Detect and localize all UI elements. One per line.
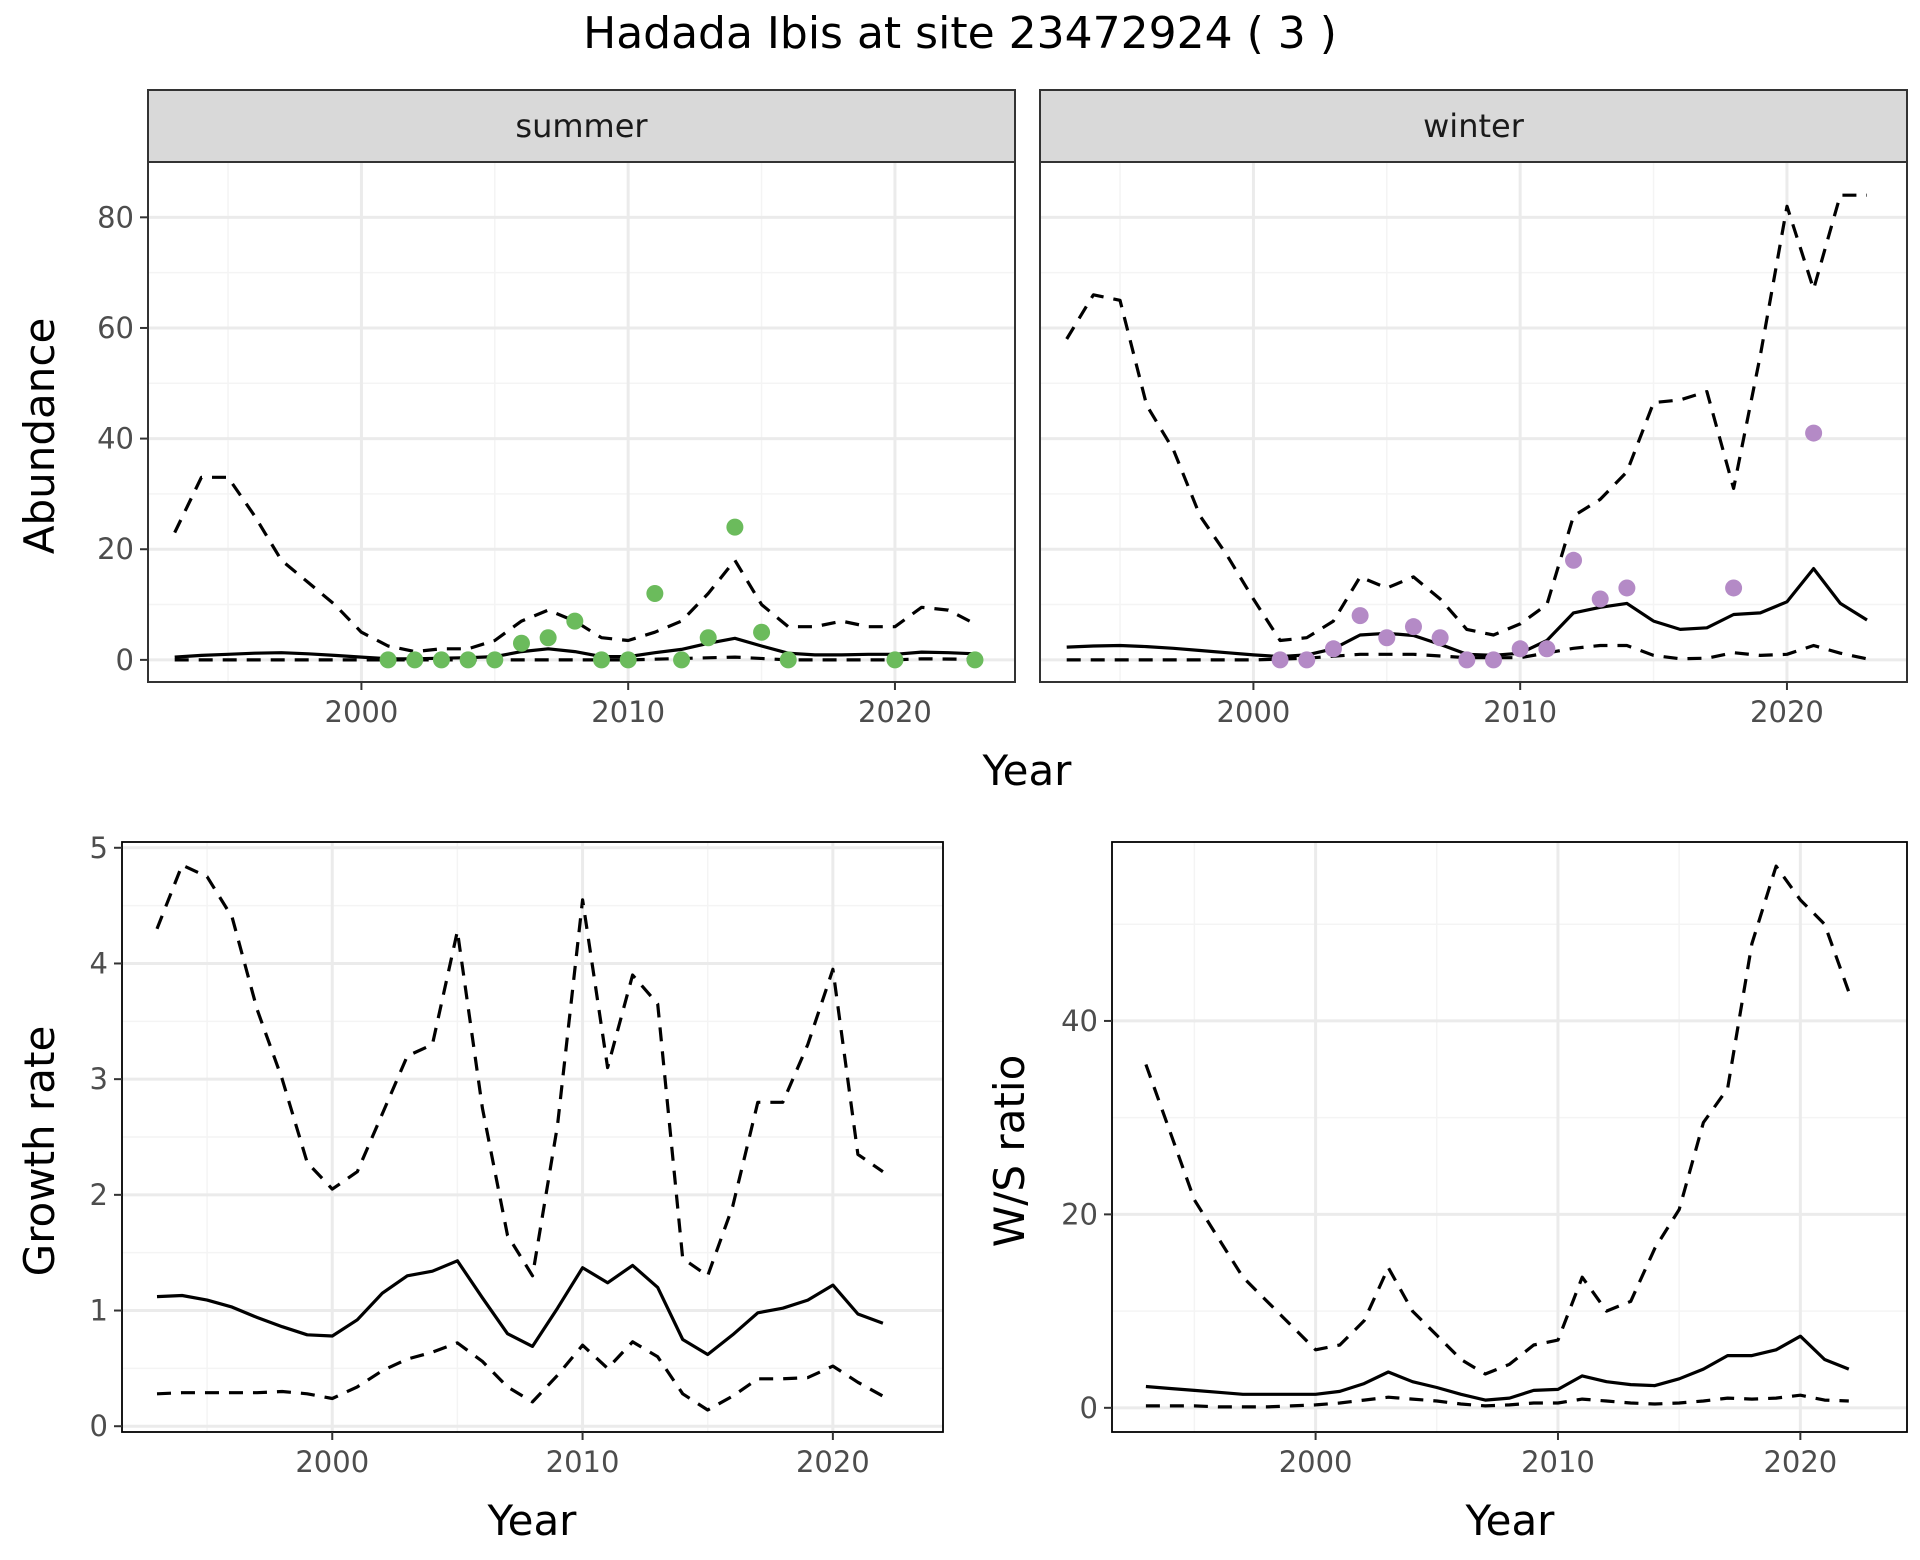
y-tick-label: 0 bbox=[116, 643, 134, 677]
facet-strip bbox=[147, 89, 1016, 163]
series-line-bound bbox=[1145, 1393, 1849, 1409]
panel-winter: winter 2000 2010 2020 bbox=[1039, 89, 1908, 729]
y-tick-label: 0 bbox=[1080, 1391, 1098, 1425]
x-tick-label: 2020 bbox=[858, 695, 932, 729]
data-point bbox=[646, 584, 664, 602]
x-axis-title: Year bbox=[487, 1496, 578, 1545]
data-point bbox=[1271, 651, 1289, 669]
data-point bbox=[673, 651, 691, 669]
data-point bbox=[966, 651, 984, 669]
data-point bbox=[1458, 651, 1476, 669]
panel-border bbox=[121, 841, 944, 1433]
data-point bbox=[512, 634, 530, 652]
panel-ratio: 2000 2010 2020 0 20 40 W/S ratio Year bbox=[985, 841, 1908, 1545]
data-point bbox=[1511, 640, 1529, 658]
data-point bbox=[1565, 551, 1583, 569]
x-tick-label: 2020 bbox=[1750, 695, 1824, 729]
series-line-bound bbox=[1066, 643, 1868, 662]
y-tick-label: 4 bbox=[90, 946, 108, 980]
series-line-bound bbox=[173, 475, 976, 654]
series-line-estimate bbox=[1066, 566, 1868, 659]
data-point bbox=[1591, 590, 1609, 608]
series-line-estimate bbox=[174, 636, 976, 661]
data-point bbox=[1805, 424, 1823, 442]
facet-strip-label: summer bbox=[515, 107, 648, 145]
x-tick-label: 2010 bbox=[1521, 1445, 1595, 1479]
y-axis-title: W/S ratio bbox=[985, 1055, 1034, 1248]
y-tick-label: 80 bbox=[97, 200, 134, 234]
data-point bbox=[886, 651, 904, 669]
y-tick-label: 20 bbox=[1061, 1197, 1098, 1231]
y-tick-label: 20 bbox=[97, 532, 134, 566]
y-axis-title: Growth rate bbox=[15, 1026, 64, 1277]
y-tick-label: 40 bbox=[97, 422, 134, 456]
data-point bbox=[1431, 629, 1449, 647]
x-axis-title: Year bbox=[1465, 1496, 1556, 1545]
chart-title: Hadada Ibis at site 23472924 ( 3 ) bbox=[583, 8, 1337, 59]
x-tick-label: 2010 bbox=[546, 1445, 620, 1479]
panel-growth: 2000 2010 2020 0 1 2 3 4 5 Growth rate Year bbox=[15, 831, 944, 1545]
series-line-bound bbox=[174, 655, 976, 662]
y-tick-label: 40 bbox=[1061, 1004, 1098, 1038]
series-line-estimate bbox=[156, 1259, 884, 1357]
data-point bbox=[539, 629, 557, 647]
data-point bbox=[699, 629, 717, 647]
data-point bbox=[619, 651, 637, 669]
x-tick-label: 2010 bbox=[1483, 695, 1557, 729]
data-point bbox=[1298, 651, 1316, 669]
x-tick-label: 2000 bbox=[295, 1445, 369, 1479]
y-tick-label: 3 bbox=[90, 1062, 108, 1096]
x-tick-label: 2000 bbox=[1279, 1445, 1353, 1479]
series-line-bound bbox=[155, 863, 884, 1278]
data-point bbox=[486, 651, 504, 669]
y-tick-label: 1 bbox=[90, 1294, 108, 1328]
series-line-bound bbox=[1065, 193, 1867, 643]
x-tick-label: 2010 bbox=[591, 695, 665, 729]
x-tick-label: 2020 bbox=[1763, 1445, 1837, 1479]
data-point bbox=[1378, 629, 1396, 647]
x-tick-label: 2020 bbox=[796, 1445, 870, 1479]
y-tick-label: 60 bbox=[97, 311, 134, 345]
data-point bbox=[379, 651, 397, 669]
y-tick-label: 5 bbox=[90, 831, 108, 865]
y-tick-label: 0 bbox=[90, 1409, 108, 1443]
data-point bbox=[1538, 640, 1556, 658]
panel-border bbox=[1111, 841, 1908, 1433]
data-point bbox=[1404, 618, 1422, 636]
data-point bbox=[1324, 640, 1342, 658]
x-axis-title-shared: Year bbox=[982, 746, 1073, 795]
y-tick-label: 2 bbox=[90, 1178, 108, 1212]
facet-strip bbox=[1039, 89, 1908, 163]
data-point bbox=[406, 651, 424, 669]
data-point bbox=[779, 651, 797, 669]
data-point bbox=[566, 612, 584, 630]
data-point bbox=[1351, 607, 1369, 625]
series-line-estimate bbox=[1145, 1334, 1850, 1402]
data-point bbox=[459, 651, 477, 669]
x-tick-label: 2000 bbox=[1217, 695, 1291, 729]
data-point bbox=[593, 651, 611, 669]
panel-summer: summer 2000 2010 2020 0 20 40 60 80 Abundance bbox=[15, 89, 1016, 729]
x-tick-label: 2000 bbox=[325, 695, 399, 729]
data-point bbox=[753, 623, 771, 641]
facet-strip-label: winter bbox=[1423, 107, 1525, 145]
series-line-bound bbox=[1144, 864, 1851, 1376]
series-line-bound bbox=[156, 1340, 884, 1412]
data-point bbox=[432, 651, 450, 669]
data-point bbox=[1485, 651, 1503, 669]
data-point bbox=[1725, 579, 1743, 597]
y-axis-title: Abundance bbox=[15, 318, 64, 555]
data-point bbox=[1618, 579, 1636, 597]
data-point bbox=[726, 518, 744, 536]
